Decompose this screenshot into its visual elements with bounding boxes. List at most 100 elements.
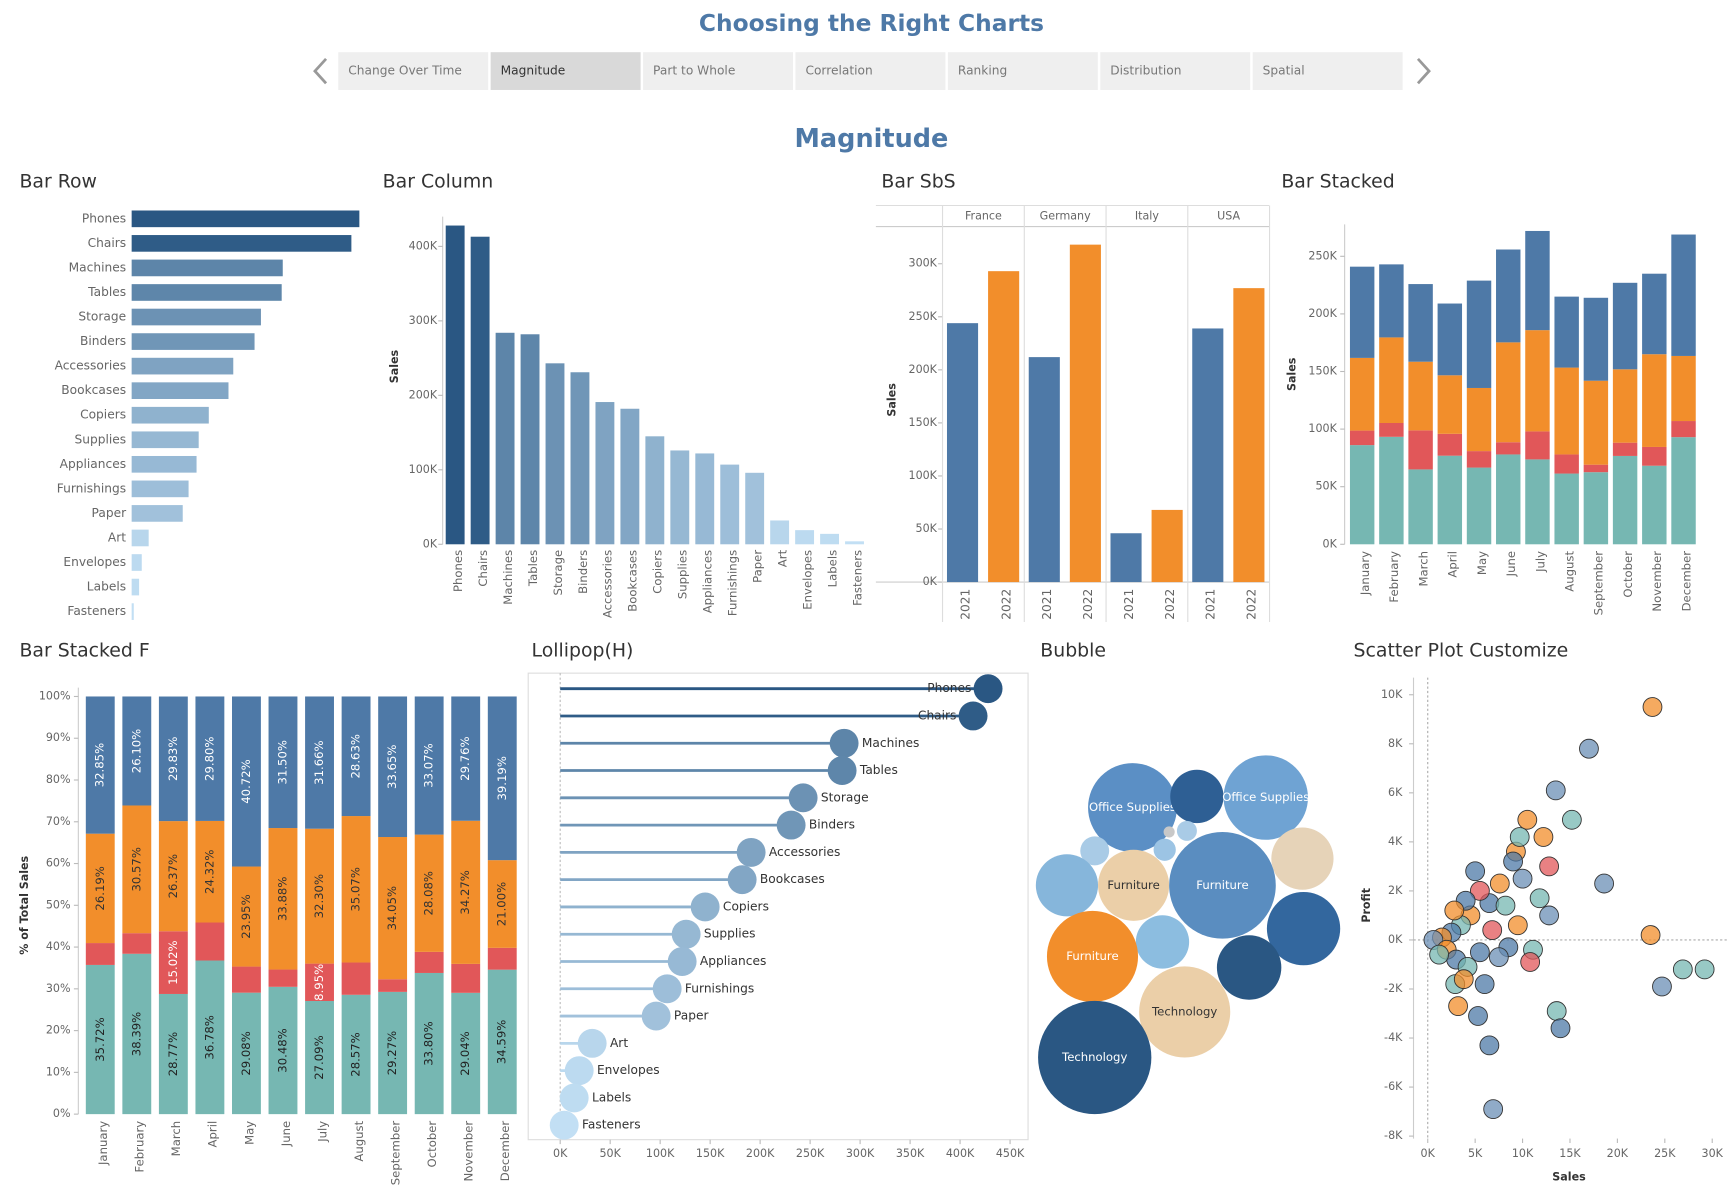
value-label: 29.83%: [166, 737, 180, 781]
bar: [745, 472, 765, 545]
value-label: 40.72%: [239, 759, 253, 803]
y-tick-label: 0%: [53, 1107, 71, 1120]
bar: [131, 210, 360, 228]
bar-segment: [1408, 469, 1433, 545]
y-tick-label: 200K: [1308, 307, 1337, 320]
bubble-label: Furniture: [1196, 878, 1248, 892]
value-label: 8.95%: [312, 964, 326, 1001]
point: [1470, 942, 1490, 963]
point: [1444, 900, 1465, 921]
bar-segment: [1642, 273, 1667, 355]
bar: [645, 436, 665, 545]
y-tick-label: -6K: [1384, 1080, 1403, 1093]
bar: [131, 333, 255, 350]
y-tick-label: 10K: [1381, 688, 1403, 701]
x-tick-label: 400K: [946, 1147, 975, 1160]
bubble: [1169, 831, 1276, 939]
point: [1429, 944, 1450, 965]
bar: [795, 530, 815, 545]
y-tick-label: 150K: [1308, 365, 1337, 378]
bar-segment: [231, 966, 261, 993]
x-tick-label: November: [462, 1121, 476, 1182]
x-tick-label: May: [242, 1121, 256, 1145]
bubble: [1176, 820, 1197, 841]
value-label: 29.27%: [385, 1031, 399, 1075]
lollipop-head: [667, 947, 697, 976]
tab[interactable]: [338, 52, 489, 90]
bar: [131, 529, 149, 547]
x-tick-label: 2022: [999, 589, 1013, 620]
bar-segment: [1612, 369, 1638, 443]
x-tick-label: 2022: [1245, 589, 1259, 620]
bar-segment: [451, 820, 481, 964]
tab[interactable]: [490, 52, 641, 90]
category-label: Phones: [927, 681, 971, 695]
bar-segment: [268, 828, 298, 970]
bar-segment: [1408, 361, 1433, 431]
bar-segment: [122, 805, 152, 934]
tab[interactable]: [795, 52, 946, 90]
bar-segment: [1671, 437, 1696, 545]
lollipop-head: [827, 756, 857, 785]
x-tick-label: 2021: [958, 589, 972, 620]
point: [1539, 856, 1560, 877]
bar: [131, 308, 261, 326]
bar-segment: [1379, 436, 1404, 545]
lollipop-head: [736, 837, 766, 867]
value-label: 33.88%: [275, 877, 289, 921]
bar-segment: [1379, 337, 1404, 423]
bar-segment: [1496, 442, 1521, 455]
x-tick-label: Art: [775, 549, 789, 567]
x-tick-label: 200K: [746, 1147, 775, 1160]
point: [1672, 959, 1693, 980]
chart-title: Bar Column: [383, 171, 494, 193]
y-tick-label: 30%: [46, 982, 71, 995]
bar-segment: [1525, 431, 1550, 460]
y-axis-title: Sales: [886, 383, 899, 417]
bar: [131, 603, 134, 620]
x-tick-label: November: [1650, 551, 1664, 612]
bar-segment: [414, 696, 444, 835]
point: [1529, 888, 1550, 909]
bar-segment: [1437, 433, 1463, 456]
value-label: 29.04%: [458, 1031, 472, 1075]
value-label: 35.07%: [349, 867, 363, 911]
point: [1594, 873, 1615, 894]
bar-segment: [122, 953, 152, 1115]
bar-segment: [122, 933, 152, 954]
bar-segment: [1349, 430, 1375, 446]
tab[interactable]: [947, 52, 1098, 90]
tab[interactable]: [643, 52, 794, 90]
x-tick-label: June: [279, 1121, 293, 1147]
y-tick-label: 50%: [46, 898, 71, 911]
tab[interactable]: [1252, 52, 1403, 90]
bar-segment: [378, 991, 408, 1115]
y-tick-label: 80%: [46, 773, 71, 786]
bubble: [1139, 966, 1231, 1058]
category-label: Accessories: [769, 845, 841, 859]
y-tick-label: 10%: [46, 1065, 71, 1078]
bar-segment: [451, 963, 481, 993]
tab-label: Spatial: [1263, 64, 1305, 78]
lollipop-head: [776, 810, 806, 840]
bubble: [1035, 854, 1099, 917]
value-label: 34.59%: [495, 1020, 509, 1064]
next-arrow[interactable]: [1416, 57, 1431, 85]
point: [1539, 905, 1560, 926]
bar-segment: [158, 696, 188, 822]
y-tick-label: 4K: [1388, 835, 1403, 848]
tab[interactable]: [1100, 52, 1251, 90]
point: [1488, 947, 1509, 968]
prev-arrow[interactable]: [313, 57, 328, 85]
x-tick-label: December: [1679, 551, 1693, 612]
y-tick-label: 50K: [1315, 480, 1337, 493]
x-tick-label: 25K: [1654, 1147, 1676, 1160]
y-axis-title: Sales: [1285, 357, 1298, 391]
tab-label: Distribution: [1110, 64, 1181, 78]
bar-segment: [487, 969, 517, 1115]
bubble-label: Office Supplies: [1089, 800, 1176, 814]
point: [1483, 1099, 1504, 1120]
bar-segment: [1583, 380, 1609, 465]
chart-title: Bar Row: [19, 171, 97, 193]
